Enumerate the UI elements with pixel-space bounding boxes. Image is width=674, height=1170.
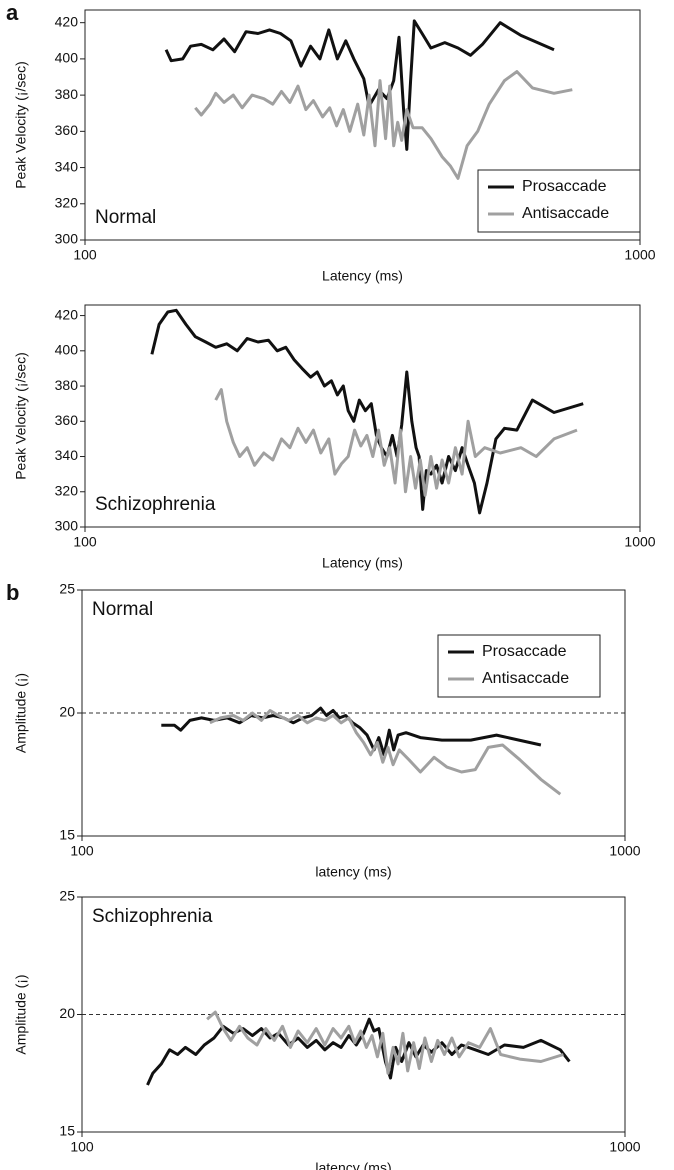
series-line bbox=[161, 706, 542, 757]
y-tick-label: 320 bbox=[55, 482, 79, 498]
panel-label: a bbox=[6, 0, 19, 25]
legend-label: Antisaccade bbox=[522, 205, 609, 222]
x-tick-label: 1000 bbox=[624, 247, 655, 263]
legend-box bbox=[477, 169, 641, 233]
series-line bbox=[164, 19, 555, 151]
panel-label: b bbox=[6, 580, 19, 605]
y-tick-label: 420 bbox=[55, 13, 79, 29]
legend-label: Prosaccade bbox=[482, 643, 567, 660]
y-tick-label: 15 bbox=[59, 827, 75, 843]
series-line bbox=[194, 70, 573, 180]
plot-frame bbox=[84, 304, 641, 528]
legend-label: Antisaccade bbox=[482, 670, 569, 687]
x-tick-label: 100 bbox=[73, 534, 97, 550]
plot-frame bbox=[84, 9, 641, 241]
y-axis-label: Amplitude (¡) bbox=[13, 974, 29, 1054]
x-tick-label: 100 bbox=[70, 1139, 94, 1155]
y-tick-label: 360 bbox=[55, 122, 79, 138]
x-tick-label: 1000 bbox=[609, 1139, 640, 1155]
x-axis-label: latency (ms) bbox=[315, 1160, 391, 1170]
x-tick-label: 1000 bbox=[624, 534, 655, 550]
x-axis-label: Latency (ms) bbox=[322, 268, 403, 284]
y-tick-label: 360 bbox=[55, 412, 79, 428]
x-axis-label: latency (ms) bbox=[315, 864, 391, 880]
y-tick-label: 400 bbox=[55, 50, 79, 66]
y-tick-label: 320 bbox=[55, 194, 79, 210]
y-tick-label: 25 bbox=[59, 581, 75, 597]
y-tick-label: 20 bbox=[59, 1005, 75, 1021]
series-line bbox=[146, 1017, 571, 1086]
y-tick-label: 340 bbox=[55, 447, 79, 463]
y-axis-label: Amplitude (¡) bbox=[13, 673, 29, 753]
y-tick-label: 380 bbox=[55, 86, 79, 102]
annotation: Normal bbox=[92, 599, 153, 620]
annotation: Normal bbox=[95, 207, 156, 228]
annotation: Schizophrenia bbox=[95, 494, 216, 515]
x-axis-label: Latency (ms) bbox=[322, 555, 403, 571]
x-tick-label: 1000 bbox=[609, 843, 640, 859]
y-axis-label: Peak Velocity (¡/sec) bbox=[13, 61, 29, 189]
series-line bbox=[214, 388, 578, 497]
y-tick-label: 15 bbox=[59, 1123, 75, 1139]
legend-label: Prosaccade bbox=[522, 178, 607, 195]
y-tick-label: 25 bbox=[59, 888, 75, 904]
y-tick-label: 300 bbox=[55, 518, 79, 534]
x-tick-label: 100 bbox=[73, 247, 97, 263]
y-tick-label: 340 bbox=[55, 158, 79, 174]
annotation: Schizophrenia bbox=[92, 906, 213, 927]
series-line bbox=[206, 1010, 564, 1075]
series-line bbox=[150, 308, 584, 515]
plot-frame bbox=[81, 896, 626, 1133]
legend-box bbox=[437, 634, 601, 698]
y-tick-label: 400 bbox=[55, 342, 79, 358]
y-axis-label: Peak Velocity (¡/sec) bbox=[13, 352, 29, 480]
y-tick-label: 380 bbox=[55, 377, 79, 393]
x-tick-label: 100 bbox=[70, 843, 94, 859]
y-tick-label: 20 bbox=[59, 704, 75, 720]
y-tick-label: 420 bbox=[55, 306, 79, 322]
y-tick-label: 300 bbox=[55, 231, 79, 247]
series-line bbox=[209, 709, 562, 796]
plot-frame bbox=[81, 589, 626, 837]
